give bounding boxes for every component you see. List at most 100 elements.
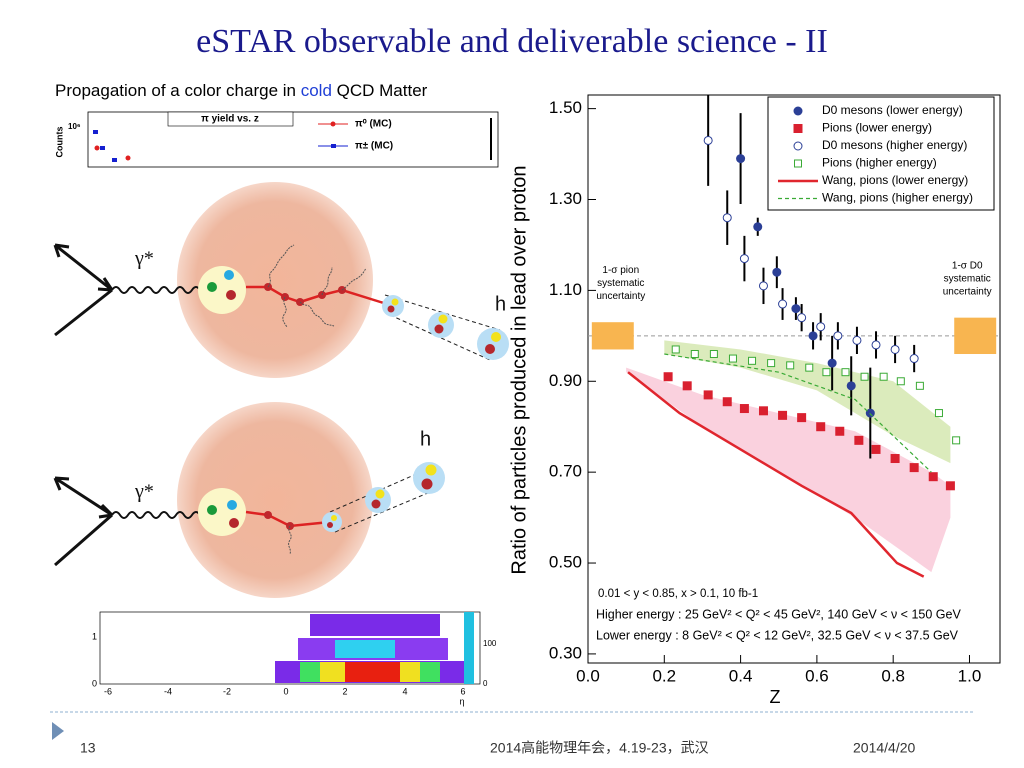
subtitle: Propagation of a color charge in cold QC… — [55, 81, 428, 100]
legend-label: D0 mesons (lower energy) — [822, 103, 963, 117]
marker — [822, 368, 831, 377]
inset-ytick: 0 — [92, 678, 97, 688]
inset-legend: π⁰ (MC) — [355, 119, 392, 130]
quark — [229, 518, 239, 528]
hadrons — [322, 295, 509, 532]
marker — [896, 377, 905, 386]
inset-marker — [94, 145, 100, 151]
marker — [739, 254, 749, 264]
heat — [310, 614, 440, 636]
marker — [816, 422, 826, 432]
marker — [852, 335, 862, 345]
marker — [748, 356, 757, 365]
inset-xtick: 2 — [342, 686, 347, 696]
legend-label: Pions (higher energy) — [822, 156, 937, 170]
y-tick-label: 0.90 — [549, 371, 582, 390]
marker — [786, 361, 795, 370]
systematic-label: uncertainty — [943, 286, 992, 297]
marker — [703, 390, 713, 400]
quark — [207, 505, 217, 515]
x-tick-label: 0.8 — [881, 666, 905, 685]
marker — [778, 299, 788, 309]
marker — [797, 413, 807, 423]
x-tick-label: 1.0 — [958, 666, 982, 685]
photon — [111, 286, 201, 294]
marker — [879, 372, 888, 381]
inset-legend: π± (MC) — [355, 141, 393, 152]
marker — [778, 410, 788, 420]
subtitle-part: QCD Matter — [332, 81, 428, 100]
heat — [345, 662, 400, 682]
nucleus — [177, 182, 373, 378]
inset-xlabel: η — [459, 696, 464, 706]
diagram: γ* γ* h h — [53, 182, 509, 598]
hadron-label: h — [495, 293, 506, 315]
systematic-label: 1-σ D0 — [952, 260, 983, 271]
y-axis-label: Ratio of particles produced in lead over… — [508, 165, 530, 574]
marker — [767, 359, 776, 368]
y-tick-label: 1.10 — [549, 280, 582, 299]
annotation: Lower energy : 8 GeV² < Q² < 12 GeV², 32… — [596, 628, 959, 642]
target — [198, 266, 246, 314]
marker — [753, 222, 763, 232]
legend-label: Wang, pions (higher energy) — [822, 191, 973, 205]
marker — [808, 331, 818, 341]
x-tick-label: 0.2 — [652, 666, 676, 685]
marker — [709, 350, 718, 359]
subtitle-part: cold — [301, 81, 332, 100]
heat — [335, 640, 395, 658]
systematic-label: uncertainty — [596, 291, 645, 302]
marker — [758, 281, 768, 291]
marker — [934, 409, 943, 418]
marker — [854, 435, 864, 445]
marker — [890, 344, 900, 354]
systematic-label: systematic — [597, 278, 644, 289]
quark — [226, 290, 236, 300]
marker — [722, 397, 732, 407]
inset-ylabel: Counts — [54, 127, 64, 158]
inset-marker — [331, 144, 336, 148]
colorbar — [464, 612, 474, 684]
inset-xtick: -4 — [164, 686, 172, 696]
y-tick-label: 1.30 — [549, 189, 582, 208]
photon-label: γ* — [134, 481, 154, 503]
systematic-label: systematic — [944, 273, 991, 284]
inset-marker — [93, 130, 98, 134]
x-tick-label: 0.6 — [805, 666, 829, 685]
marker — [871, 340, 881, 350]
inset-title: π yield vs. z — [201, 114, 259, 125]
legend-label: Wang, pions (lower energy) — [822, 173, 968, 187]
footer-date: 2014/4/20 — [853, 740, 915, 756]
x-tick-label: 0.0 — [576, 666, 600, 685]
slide-title: eSTAR observable and deliverable science… — [196, 23, 828, 60]
marker — [846, 381, 856, 391]
marker — [890, 454, 900, 464]
annotation: 0.01 < y < 0.85, x > 0.1, 10 fb-1 — [598, 588, 758, 600]
marker — [791, 304, 801, 314]
chart: 1-σ pion systematic uncertainty 1-σ D0 syste… — [508, 94, 1001, 707]
colorbar-label: 0 — [483, 679, 488, 688]
marker — [952, 436, 961, 445]
marker — [816, 322, 826, 332]
marker — [945, 481, 955, 491]
hadron-cone — [384, 294, 501, 361]
inset-marker — [330, 121, 336, 127]
inset-marker — [112, 158, 117, 162]
inset-xtick: 6 — [460, 686, 465, 696]
systematic-label: 1-σ pion — [602, 265, 639, 276]
inset-xtick: 0 — [283, 686, 288, 696]
parton-path — [245, 510, 331, 528]
electron-lines — [53, 476, 114, 567]
marker — [793, 124, 803, 133]
x-tick-label: 0.4 — [729, 666, 753, 685]
colorbar-label: 100 — [483, 639, 497, 648]
legend: D0 mesons (lower energy) Pions (lower ene… — [767, 96, 995, 211]
marker — [928, 472, 938, 482]
nucleus — [177, 402, 373, 598]
marker — [793, 141, 803, 151]
inset-ytick: 1 — [92, 631, 97, 641]
inset-xtick: 4 — [402, 686, 407, 696]
marker — [794, 159, 802, 168]
hadron-label: h — [420, 428, 431, 450]
